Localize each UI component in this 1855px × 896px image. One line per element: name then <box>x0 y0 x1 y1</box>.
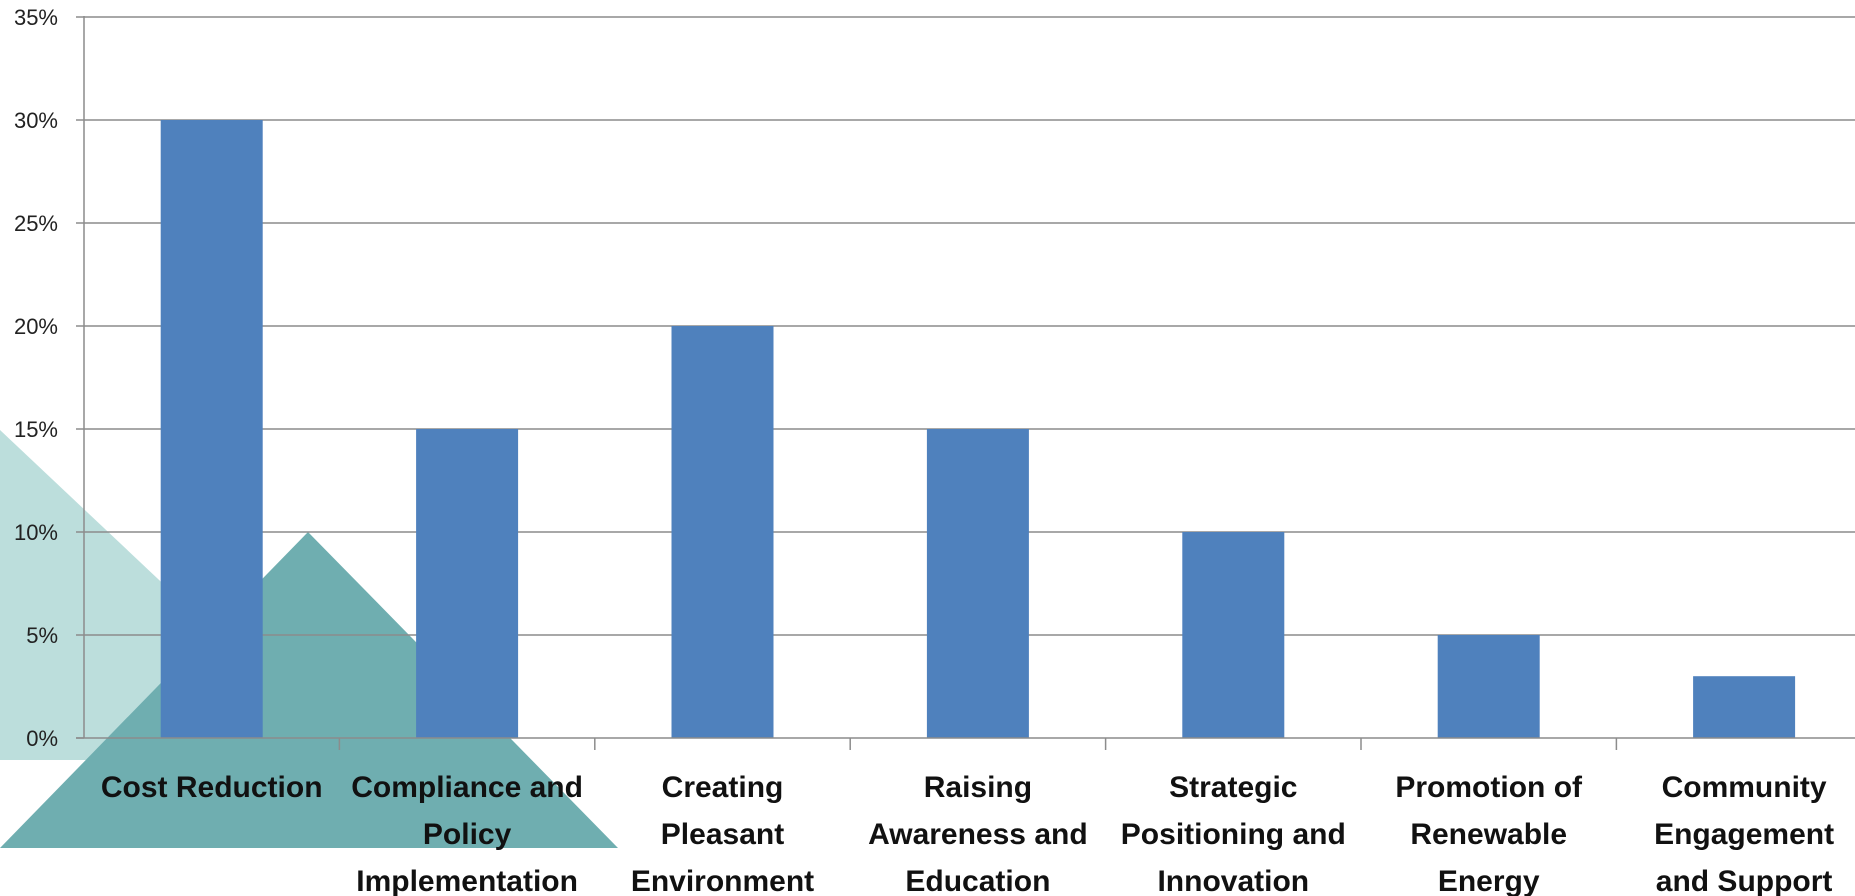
bars <box>160 120 1796 738</box>
y-tick-label: 30% <box>14 108 58 133</box>
x-category-label: Community Engagement and Support <box>1654 771 1834 896</box>
decorative-dark-triangle <box>0 532 618 848</box>
bar <box>671 326 774 738</box>
gridlines <box>84 16 1855 636</box>
bar <box>1693 676 1796 738</box>
x-category-label-line: Energy <box>1438 865 1540 896</box>
x-category-label-line: Community <box>1662 771 1827 804</box>
y-tick-label: 20% <box>14 314 58 339</box>
y-tick-label: 5% <box>26 623 58 648</box>
y-tick-label: 15% <box>14 417 58 442</box>
x-category-label-line: and Support <box>1656 865 1833 896</box>
x-category-label-line: Cost Reduction <box>101 771 323 804</box>
x-category-label-line: Promotion of <box>1395 771 1583 804</box>
x-category-label-line: Innovation <box>1157 865 1309 896</box>
bar <box>416 429 519 738</box>
x-category-label-line: Renewable <box>1410 818 1567 851</box>
bar <box>926 429 1029 738</box>
x-category-label-line: Strategic <box>1169 771 1297 804</box>
y-tick-label: 35% <box>14 5 58 30</box>
y-tick-label: 0% <box>26 726 58 751</box>
y-tick-label: 10% <box>14 520 58 545</box>
bar <box>1437 635 1540 738</box>
x-category-label: Raising Awareness and Education <box>868 771 1088 896</box>
x-category-label-line: Environment <box>631 865 814 896</box>
x-category-label-line: Engagement <box>1654 818 1834 851</box>
x-category-label: Promotion of Renewable Energy <box>1395 771 1583 896</box>
x-category-label-line: Positioning and <box>1121 818 1346 851</box>
x-category-label-line: Creating <box>662 771 784 804</box>
x-category-label: Compliance and Policy Implementation <box>351 771 583 896</box>
x-category-label: Creating Pleasant Environment <box>631 771 814 896</box>
x-category-label-line: Awareness and <box>868 818 1088 851</box>
bar <box>1182 532 1285 738</box>
axes <box>76 16 1855 750</box>
x-category-label-line: Implementation <box>356 865 578 896</box>
x-category-label-line: Pleasant <box>661 818 784 851</box>
y-tick-label: 25% <box>14 211 58 236</box>
bar <box>160 120 263 738</box>
x-category-label-line: Compliance and <box>351 771 583 804</box>
x-category-label: Strategic Positioning and Innovation <box>1121 771 1346 896</box>
x-category-label-line: Policy <box>423 818 512 851</box>
x-category-label-line: Raising <box>924 771 1032 804</box>
labels: 0% 5% 10% 15% 20% 25% 30% 35% Cost Reduction Comp… <box>14 5 1834 896</box>
x-category-label: Cost Reduction <box>101 771 323 804</box>
x-category-label-line: Education <box>905 865 1050 896</box>
